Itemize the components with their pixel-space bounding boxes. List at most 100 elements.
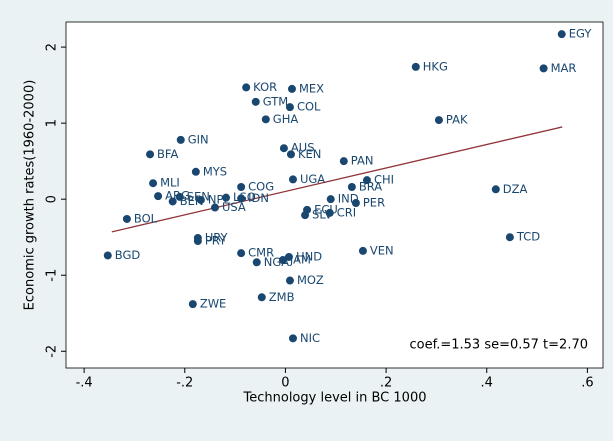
point <box>287 84 296 93</box>
point <box>237 249 246 258</box>
point <box>168 197 177 206</box>
point-label: BRA <box>359 180 382 194</box>
point-label: USA <box>222 200 246 214</box>
point <box>285 276 294 285</box>
point-label: BEN <box>180 194 204 208</box>
point-label: BGD <box>115 248 141 262</box>
point <box>288 334 297 343</box>
point-label: NGA <box>264 255 290 269</box>
point <box>411 62 420 71</box>
x-tick-label: -.4 <box>76 376 93 391</box>
point-label: DZA <box>503 182 528 196</box>
y-tick-label: 0 <box>45 195 60 203</box>
point-label: MYS <box>203 164 227 178</box>
point <box>347 183 356 192</box>
point-label: MLI <box>160 176 180 190</box>
point <box>222 193 231 202</box>
point-label: MEX <box>299 81 324 95</box>
x-tick-label: .6 <box>581 376 593 391</box>
x-tick-label: -.2 <box>176 376 193 391</box>
point <box>284 252 293 261</box>
point-label: CHI <box>374 173 394 187</box>
point-label: GIN <box>188 132 209 146</box>
point <box>175 192 184 201</box>
point <box>362 176 371 185</box>
x-tick-label: .2 <box>380 376 392 391</box>
point <box>196 195 205 204</box>
point-label: GHA <box>273 112 299 126</box>
point <box>279 144 288 153</box>
point <box>539 64 548 73</box>
point <box>188 300 197 309</box>
point-label: BFA <box>157 147 178 161</box>
point <box>326 195 335 204</box>
point-label: HND <box>296 249 322 263</box>
point-label: BOL <box>134 211 158 225</box>
point-label: IDN <box>248 191 269 205</box>
point-label: PAN <box>351 154 374 168</box>
point-label: GTM <box>263 94 288 108</box>
point <box>149 179 158 188</box>
point <box>261 115 270 124</box>
point <box>146 150 155 159</box>
x-tick-label: .4 <box>481 376 493 391</box>
point <box>351 198 360 207</box>
point <box>339 157 348 166</box>
point <box>278 256 287 265</box>
point <box>191 167 200 176</box>
x-axis-title: Technology level in BC 1000 <box>243 391 427 406</box>
point <box>491 185 500 194</box>
point <box>301 211 310 220</box>
point-label: PER <box>363 195 385 209</box>
point-label: PAK <box>446 113 468 127</box>
y-tick-label: 1 <box>45 119 60 127</box>
y-tick-label: 2 <box>45 43 60 51</box>
fit-line <box>111 126 563 233</box>
point-label: ZWE <box>200 297 227 311</box>
point-label: EGY <box>569 27 593 41</box>
point <box>176 135 185 144</box>
point <box>122 214 131 223</box>
point-label: KEN <box>298 147 321 161</box>
point <box>325 208 334 217</box>
point <box>434 116 443 125</box>
point <box>154 192 163 201</box>
point-label: JAM <box>289 253 311 267</box>
point-label: URY <box>205 230 229 244</box>
point <box>103 251 112 260</box>
point-label: MAR <box>551 61 577 75</box>
point-label: COG <box>248 180 274 194</box>
point-label: MOZ <box>297 273 324 287</box>
point <box>237 194 246 203</box>
point-label: KOR <box>253 80 277 94</box>
point-label: HKG <box>423 59 448 73</box>
point <box>285 103 294 112</box>
point <box>505 233 514 242</box>
point <box>257 293 266 302</box>
point <box>557 30 566 39</box>
point-label: CMR <box>248 246 274 260</box>
point <box>242 83 251 92</box>
point <box>358 246 367 255</box>
point <box>251 97 260 106</box>
point-label: PRY <box>205 234 227 248</box>
point <box>210 203 219 212</box>
point-label: ZMB <box>269 290 295 304</box>
point-label: AUS <box>291 141 315 155</box>
x-tick-label: 0 <box>281 376 289 391</box>
point-label: NIC <box>300 331 320 345</box>
point-label: COL <box>297 100 321 114</box>
point-label: TCD <box>516 230 540 244</box>
y-tick-label: -2 <box>45 345 60 358</box>
y-axis-title: Economic growth rates(1960-2000) <box>23 80 38 311</box>
point <box>237 183 246 192</box>
point-label: CRI <box>337 205 356 219</box>
y-tick-label: -1 <box>45 269 60 282</box>
point <box>286 150 295 159</box>
point <box>252 258 261 267</box>
point-label: VEN <box>370 243 394 257</box>
point-label: UGA <box>300 172 325 186</box>
point <box>193 237 202 246</box>
